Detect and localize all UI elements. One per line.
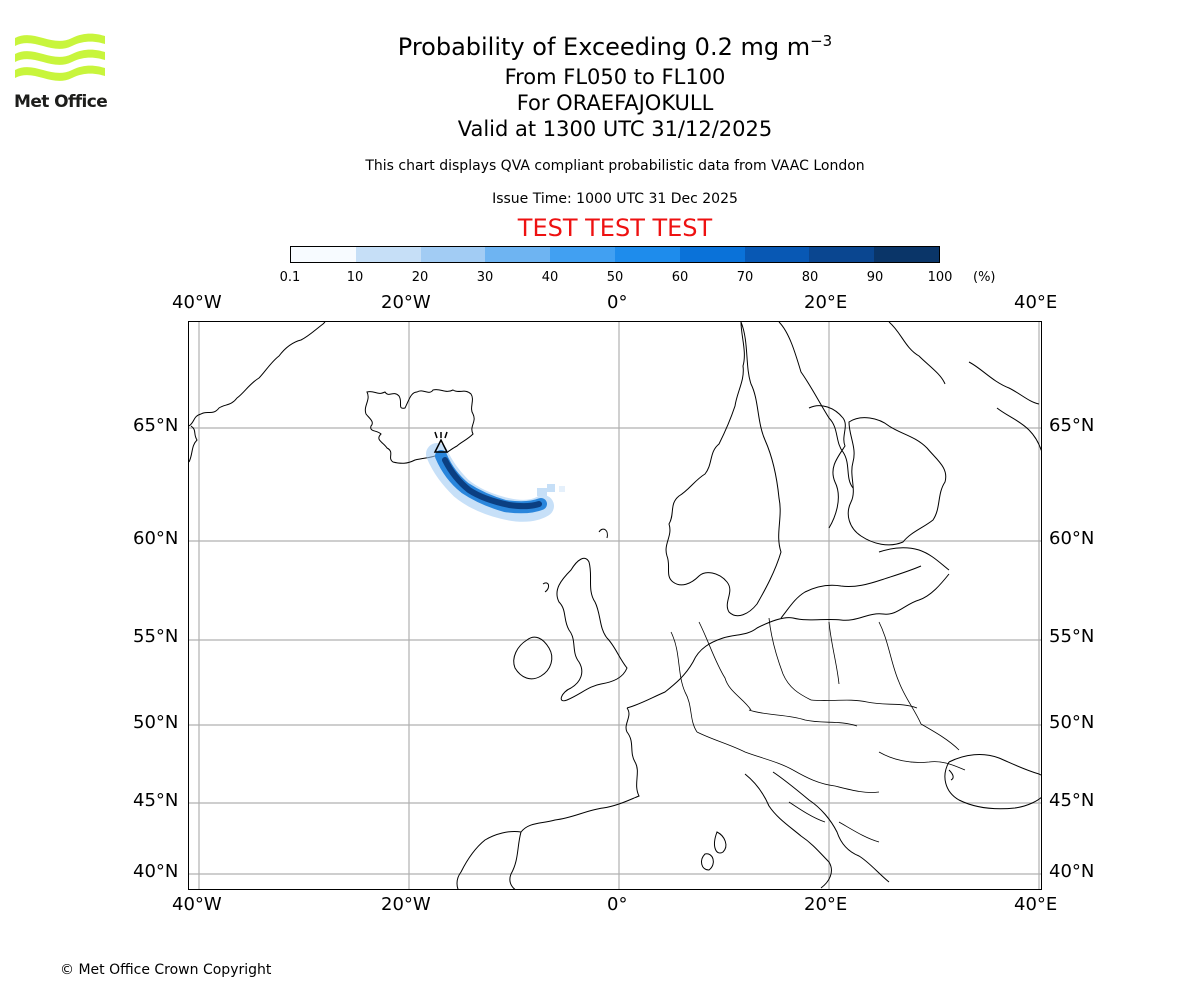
colorbar-bin-7 [744, 247, 810, 262]
country-borders [670, 617, 966, 843]
colorbar-bin-5 [614, 247, 680, 262]
colorbar-bin-6 [679, 247, 745, 262]
lon-label-bottom-40w: 40°W [172, 894, 222, 915]
colorbar-bin-9 [874, 247, 939, 262]
chart-title: Probability of Exceeding 0.2 mg m−3 [397, 32, 833, 61]
colorbar-tick-label: 100 [927, 270, 953, 285]
ash-plume [426, 443, 565, 522]
map-gridlines [189, 322, 1041, 889]
lon-label-top-40e: 40°E [1014, 292, 1058, 313]
colorbar-tick-label: 50 [606, 270, 624, 285]
lat-label-left-45n: 45°N [133, 790, 179, 811]
logo-wordmark: Met Office [14, 92, 108, 112]
lat-label-right-40n: 40°N [1049, 861, 1095, 882]
title-block: Probability of Exceeding 0.2 mg m−3 From… [300, 24, 930, 142]
lon-label-bottom-40e: 40°E [1014, 894, 1058, 915]
lon-label-top-40w: 40°W [172, 292, 222, 313]
colorbar-bin-8 [809, 247, 875, 262]
lat-label-right-50n: 50°N [1049, 712, 1095, 733]
colorbar-bin-3 [485, 247, 551, 262]
lat-label-left-40n: 40°N [133, 861, 179, 882]
colorbar-bin-1 [355, 247, 421, 262]
map-frame [188, 321, 1042, 890]
volcano-triangle-icon [433, 431, 449, 453]
lat-label-left-50n: 50°N [133, 712, 179, 733]
lat-label-left-65n: 65°N [133, 415, 179, 436]
coastlines [189, 322, 1041, 889]
lon-label-top-20w: 20°W [381, 292, 431, 313]
lat-label-right-45n: 45°N [1049, 790, 1095, 811]
met-office-logo: Met Office [14, 30, 109, 114]
lat-label-right-60n: 60°N [1049, 528, 1095, 549]
colorbar-bin-2 [420, 247, 486, 262]
lon-label-top-20e: 20°E [804, 292, 848, 313]
probability-colorbar [290, 246, 940, 263]
colorbar-tick-label: 20 [411, 270, 429, 285]
colorbar-unit: (%) [973, 270, 996, 285]
colorbar-tick-label: 10 [346, 270, 364, 285]
colorbar-tick-label: 40 [541, 270, 559, 285]
lat-label-left-60n: 60°N [133, 528, 179, 549]
test-banner: TEST TEST TEST [517, 214, 713, 242]
colorbar-tick-label: 70 [736, 270, 754, 285]
lon-label-bottom-20e: 20°E [804, 894, 848, 915]
colorbar-bin-0 [291, 247, 356, 262]
data-source-note: This chart displays QVA compliant probab… [365, 158, 865, 174]
met-office-waves-icon [15, 33, 105, 81]
colorbar-tick-label: 80 [801, 270, 819, 285]
lon-label-bottom-20w: 20°W [381, 894, 431, 915]
colorbar-tick-label: 30 [476, 270, 494, 285]
colorbar-tick-label: 90 [866, 270, 884, 285]
valid-time: Valid at 1300 UTC 31/12/2025 [457, 117, 773, 141]
volcano-name: For ORAEFAJOKULL [516, 91, 714, 115]
europe-map [189, 322, 1041, 889]
issue-time: Issue Time: 1000 UTC 31 Dec 2025 [492, 191, 738, 207]
lat-label-left-55n: 55°N [133, 626, 179, 647]
colorbar-tick-label: 0.1 [279, 270, 301, 285]
colorbar-bin-4 [550, 247, 615, 262]
copyright: © Met Office Crown Copyright [60, 962, 272, 978]
colorbar-tick-label: 60 [671, 270, 689, 285]
lon-label-top-0: 0° [607, 292, 628, 313]
flight-level-range: From FL050 to FL100 [504, 65, 726, 89]
lat-label-right-55n: 55°N [1049, 626, 1095, 647]
lat-label-right-65n: 65°N [1049, 415, 1095, 436]
lon-label-bottom-0: 0° [607, 894, 628, 915]
